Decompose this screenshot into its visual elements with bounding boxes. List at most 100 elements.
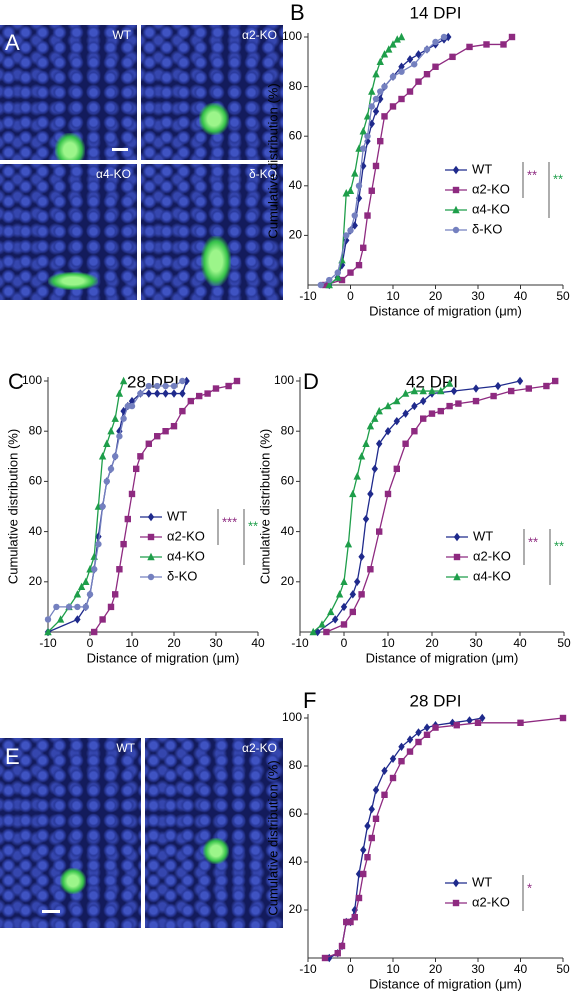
legend-label: δ-KO: [472, 221, 502, 236]
marker: [474, 719, 482, 726]
marker: [552, 377, 559, 385]
marker: [372, 70, 380, 78]
marker: [326, 276, 333, 284]
marker: [183, 376, 190, 386]
marker: [410, 386, 419, 395]
marker: [398, 68, 405, 75]
marker: [508, 33, 516, 41]
marker: [368, 805, 375, 814]
marker: [381, 83, 388, 90]
marker: [128, 396, 136, 406]
marker: [347, 269, 354, 276]
legend-marker: [147, 573, 155, 581]
chart-title: 28 DPI: [127, 372, 179, 391]
marker: [44, 627, 52, 636]
marker: [368, 119, 375, 128]
marker: [359, 127, 367, 135]
x-tick-label: 10: [386, 289, 400, 303]
marker: [423, 46, 431, 53]
marker: [145, 389, 152, 398]
marker: [112, 591, 119, 598]
legend-marker: [453, 572, 461, 581]
marker: [500, 41, 507, 48]
marker: [411, 428, 418, 435]
marker: [423, 731, 431, 738]
marker: [318, 620, 326, 628]
marker: [384, 490, 392, 498]
marker: [309, 627, 317, 636]
marker: [179, 407, 186, 415]
marker: [317, 281, 324, 289]
marker: [372, 95, 380, 103]
x-axis-title: Distance of migration (μm): [369, 976, 522, 991]
marker: [377, 94, 384, 104]
marker: [472, 384, 480, 393]
legend-marker: [452, 165, 460, 175]
x-axis-title: Distance of migration (μm): [366, 650, 519, 665]
marker: [415, 78, 422, 85]
marker: [398, 62, 405, 71]
marker: [154, 389, 161, 398]
chart-title: 14 DPI: [410, 3, 462, 22]
marker: [372, 107, 380, 116]
y-axis-title: Cumulative distribution (%): [265, 760, 280, 915]
marker: [360, 870, 367, 878]
x-tick-label: 10: [381, 636, 395, 650]
marker: [346, 186, 355, 194]
marker: [419, 386, 427, 395]
marker: [423, 723, 431, 732]
marker: [455, 400, 462, 407]
marker: [128, 402, 136, 410]
significance-label: **: [528, 534, 538, 549]
marker: [367, 566, 374, 573]
x-tick-label: 50: [556, 289, 570, 303]
marker: [368, 103, 375, 110]
marker: [133, 465, 140, 473]
marker: [338, 256, 346, 264]
y-tick-label: 60: [29, 474, 43, 488]
micrograph: δ-KO: [141, 164, 283, 300]
marker: [406, 55, 414, 64]
micrograph: WT: [0, 25, 137, 160]
genotype-label: WT: [112, 28, 131, 42]
marker: [179, 377, 186, 385]
marker: [334, 269, 341, 276]
marker: [472, 397, 480, 405]
marker: [398, 95, 405, 103]
marker: [340, 577, 348, 585]
marker: [516, 376, 524, 386]
legend-label: WT: [472, 161, 492, 176]
marker: [381, 113, 388, 120]
marker: [119, 376, 128, 385]
marker: [362, 514, 370, 524]
marker: [347, 227, 354, 234]
y-tick-label: 20: [29, 574, 43, 588]
marker: [490, 392, 497, 400]
marker: [99, 616, 106, 623]
series-line: [317, 380, 521, 633]
marker: [351, 212, 358, 219]
marker: [393, 465, 400, 473]
marker: [445, 379, 454, 387]
marker: [86, 591, 94, 598]
y-tick-label: 60: [281, 474, 295, 488]
marker: [389, 40, 397, 48]
marker: [366, 421, 375, 430]
y-tick-label: 100: [282, 29, 302, 43]
marker: [335, 590, 344, 598]
marker: [162, 428, 169, 435]
y-tick-label: 40: [29, 524, 43, 538]
marker: [372, 162, 380, 170]
x-tick-label: 50: [556, 962, 570, 976]
y-tick-label: 80: [289, 79, 303, 93]
marker: [389, 774, 397, 782]
marker: [349, 608, 356, 616]
marker: [334, 950, 341, 957]
y-tick-label: 80: [289, 758, 303, 772]
marker: [466, 43, 473, 51]
marker: [371, 464, 378, 474]
legend-label: α2-KO: [472, 181, 510, 196]
marker: [355, 261, 363, 269]
marker: [212, 385, 220, 392]
marker: [116, 566, 123, 573]
